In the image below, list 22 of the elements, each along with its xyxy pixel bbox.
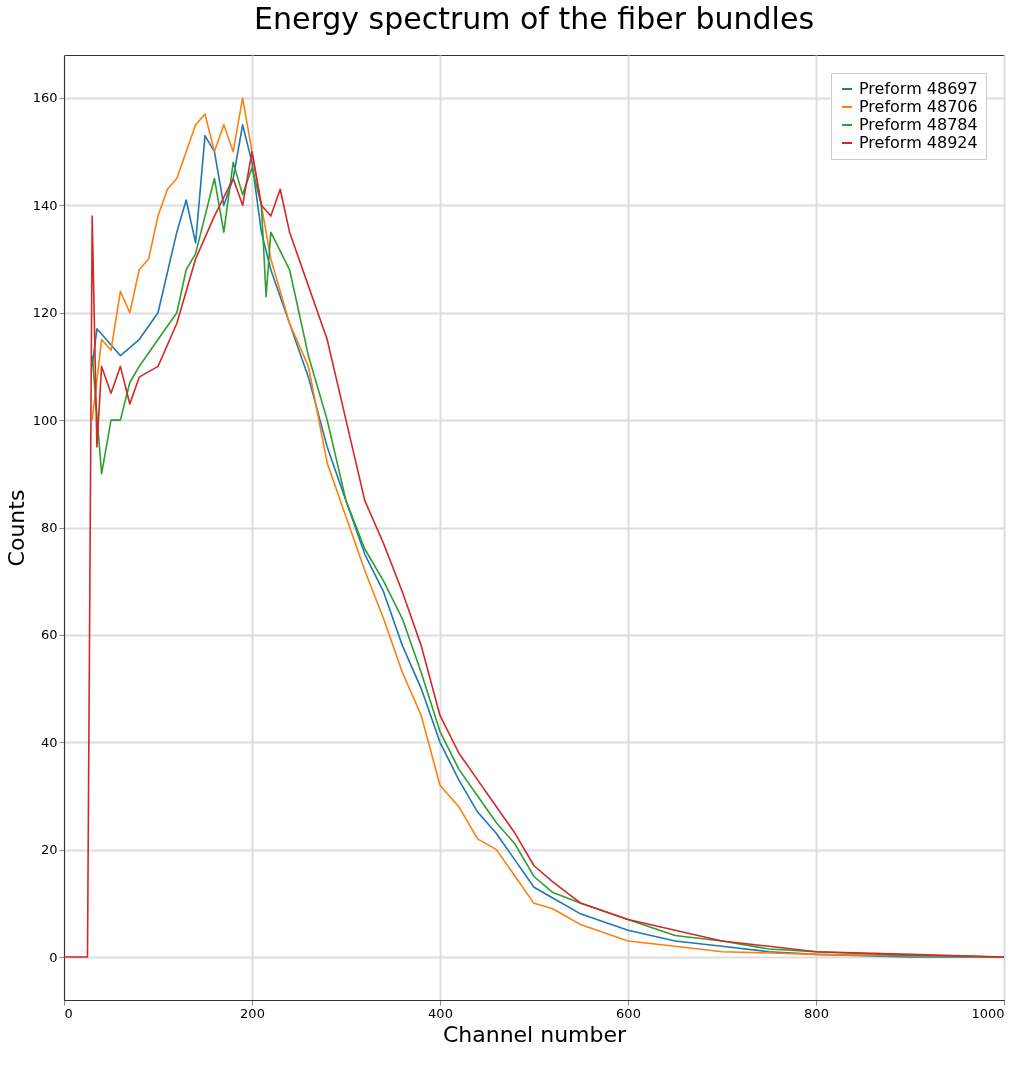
y-tick-label: 40 [40,734,58,750]
x-tick-label: 1000 [971,1005,1005,1021]
legend-label: Preform 48924 [859,133,978,152]
y-tick-label: 20 [40,842,58,858]
x-axis-title: Channel number [442,1021,628,1047]
legend-label: Preform 48697 [859,79,978,98]
x-tick-label: 0 [64,1005,73,1021]
y-tick-label: 0 [49,949,58,965]
y-tick-label: 160 [32,90,58,106]
y-axis-title: Counts [3,489,29,567]
x-tick-label: 600 [616,1005,641,1021]
y-tick-label: 60 [40,627,58,643]
chart-title: Energy spectrum of the fiber bundles [253,1,815,36]
legend-label: Preform 48706 [859,97,978,116]
y-tick-label: 100 [32,412,58,428]
y-tick-label: 80 [40,520,58,535]
y-tick-label: 140 [32,197,58,213]
x-tick-label: 400 [428,1005,453,1021]
y-tick-label: 120 [32,305,58,321]
legend-label: Preform 48784 [859,115,978,134]
x-tick-label: 800 [804,1005,829,1021]
x-tick-label: 200 [240,1005,265,1021]
